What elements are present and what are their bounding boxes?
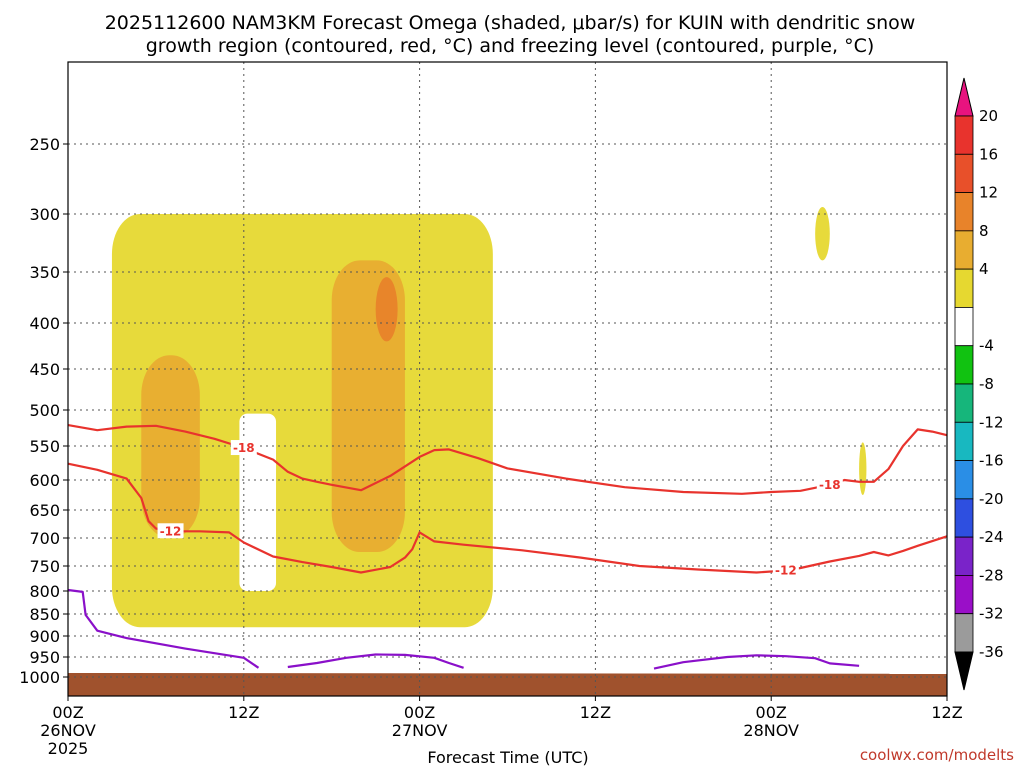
contour-label-bg <box>816 476 843 492</box>
y-tick-label-800: 800 <box>29 582 60 601</box>
terrain-fill <box>68 673 947 696</box>
colorbar-label-1: 20 <box>979 107 998 125</box>
colorbar-box-2 <box>954 153 974 193</box>
colorbar-box-1 <box>954 115 974 155</box>
temperature-contours: -18 -18 -12 -12 <box>67 424 948 670</box>
colorbar-label-9: -16 <box>979 452 1004 470</box>
x-tick-label: 00Z <box>756 703 787 722</box>
chart-title-line-1: 2025112600 NAM3KM Forecast Omega (shaded… <box>105 12 916 34</box>
colorbar-box-5 <box>954 268 974 308</box>
y-axis-ticks: 250 300 350 400 450 500 550 600 650 700 750 800 850 9… <box>19 135 68 687</box>
contour--18 <box>67 424 948 495</box>
colorbar-box-3 <box>954 192 974 232</box>
freezing-level-segment-3 <box>653 654 860 670</box>
x-tick-label: 12Z <box>580 703 611 722</box>
x-tick-label: 2025 <box>48 739 89 758</box>
y-tick-label-500: 500 <box>29 401 60 420</box>
x-tick-label: 00Z <box>404 703 435 722</box>
y-tick-label-300: 300 <box>29 205 60 224</box>
colorbar-label-14: -36 <box>979 643 1004 661</box>
freezing-level-segment-1 <box>67 588 260 669</box>
y-tick-label-1000: 1000 <box>19 668 60 687</box>
y-tick-label-750: 750 <box>29 557 60 576</box>
colorbar-label-11: -24 <box>979 528 1004 546</box>
credit-text: coolwx.com/modelts <box>860 746 1014 764</box>
omega-shading <box>111 207 867 628</box>
colorbar-label-2: 16 <box>979 145 998 163</box>
colorbar-label-13: -32 <box>979 605 1004 623</box>
colorbar-label-5: 4 <box>979 260 989 278</box>
y-tick-label-600: 600 <box>29 471 60 490</box>
colorbar-label-8: -12 <box>979 413 1004 431</box>
contour-label--12-1: -12 <box>160 524 182 538</box>
omega-region-6 <box>859 442 867 495</box>
x-tick-label: 26NOV <box>40 721 96 740</box>
omega-region-2 <box>141 355 200 538</box>
y-tick-label-950: 950 <box>29 648 60 667</box>
y-tick-label-900: 900 <box>29 627 60 646</box>
colorbar-box-11 <box>954 498 974 538</box>
y-tick-label-850: 850 <box>29 605 60 624</box>
omega-region-5 <box>815 207 830 261</box>
x-tick-label: 28NOV <box>743 721 799 740</box>
contour-label--18-2: -18 <box>819 478 841 492</box>
colorbar-box-4 <box>954 230 974 270</box>
colorbar-label-3: 12 <box>979 184 998 202</box>
y-tick-label-400: 400 <box>29 314 60 333</box>
omega-region-4 <box>375 277 398 342</box>
x-tick-label: 00Z <box>52 703 83 722</box>
colorbar-label-10: -20 <box>979 490 1004 508</box>
colorbar-label-6: -4 <box>979 337 994 355</box>
contour-label--12-2: -12 <box>775 564 797 578</box>
colorbar-bottom-arrow <box>954 651 974 691</box>
colorbar-label-7: -8 <box>979 375 994 393</box>
contour-label-bg <box>772 562 799 578</box>
y-tick-label-550: 550 <box>29 437 60 456</box>
colorbar-box-8 <box>954 383 974 423</box>
colorbar-box-7 <box>954 345 974 385</box>
colorbar-box-9 <box>954 421 974 461</box>
y-tick-label-250: 250 <box>29 135 60 154</box>
colorbar-label-12: -28 <box>979 566 1004 584</box>
freezing-level-segment-2 <box>287 653 464 669</box>
colorbar-box-12 <box>954 536 974 576</box>
colorbar-box-13 <box>954 575 974 615</box>
contour-label-bg <box>157 523 184 539</box>
colorbar-box-6 <box>954 307 974 347</box>
contour-label--18-1: -18 <box>233 441 255 455</box>
y-tick-label-350: 350 <box>29 263 60 282</box>
colorbar-label-4: 8 <box>979 222 989 240</box>
x-tick-label: 27NOV <box>392 721 448 740</box>
x-axis-label: Forecast Time (UTC) <box>427 748 588 767</box>
x-tick-label: 12Z <box>931 703 962 722</box>
contour-label-bg <box>230 440 257 456</box>
y-tick-label-650: 650 <box>29 501 60 520</box>
colorbar-box-14 <box>954 613 974 653</box>
y-tick-label-700: 700 <box>29 529 60 548</box>
colorbar-top-arrow <box>954 77 974 117</box>
x-tick-label: 12Z <box>228 703 259 722</box>
y-tick-label-450: 450 <box>29 360 60 379</box>
terrain <box>68 673 947 696</box>
plot-frame <box>67 61 948 697</box>
colorbar-box-10 <box>954 460 974 500</box>
chart-title-line-2: growth region (contoured, red, °C) and f… <box>146 35 875 57</box>
colorbar: 20 16 12 8 4 -4 -8 -12 -16 -20 -24 -28 -32 -36 <box>954 77 1004 691</box>
